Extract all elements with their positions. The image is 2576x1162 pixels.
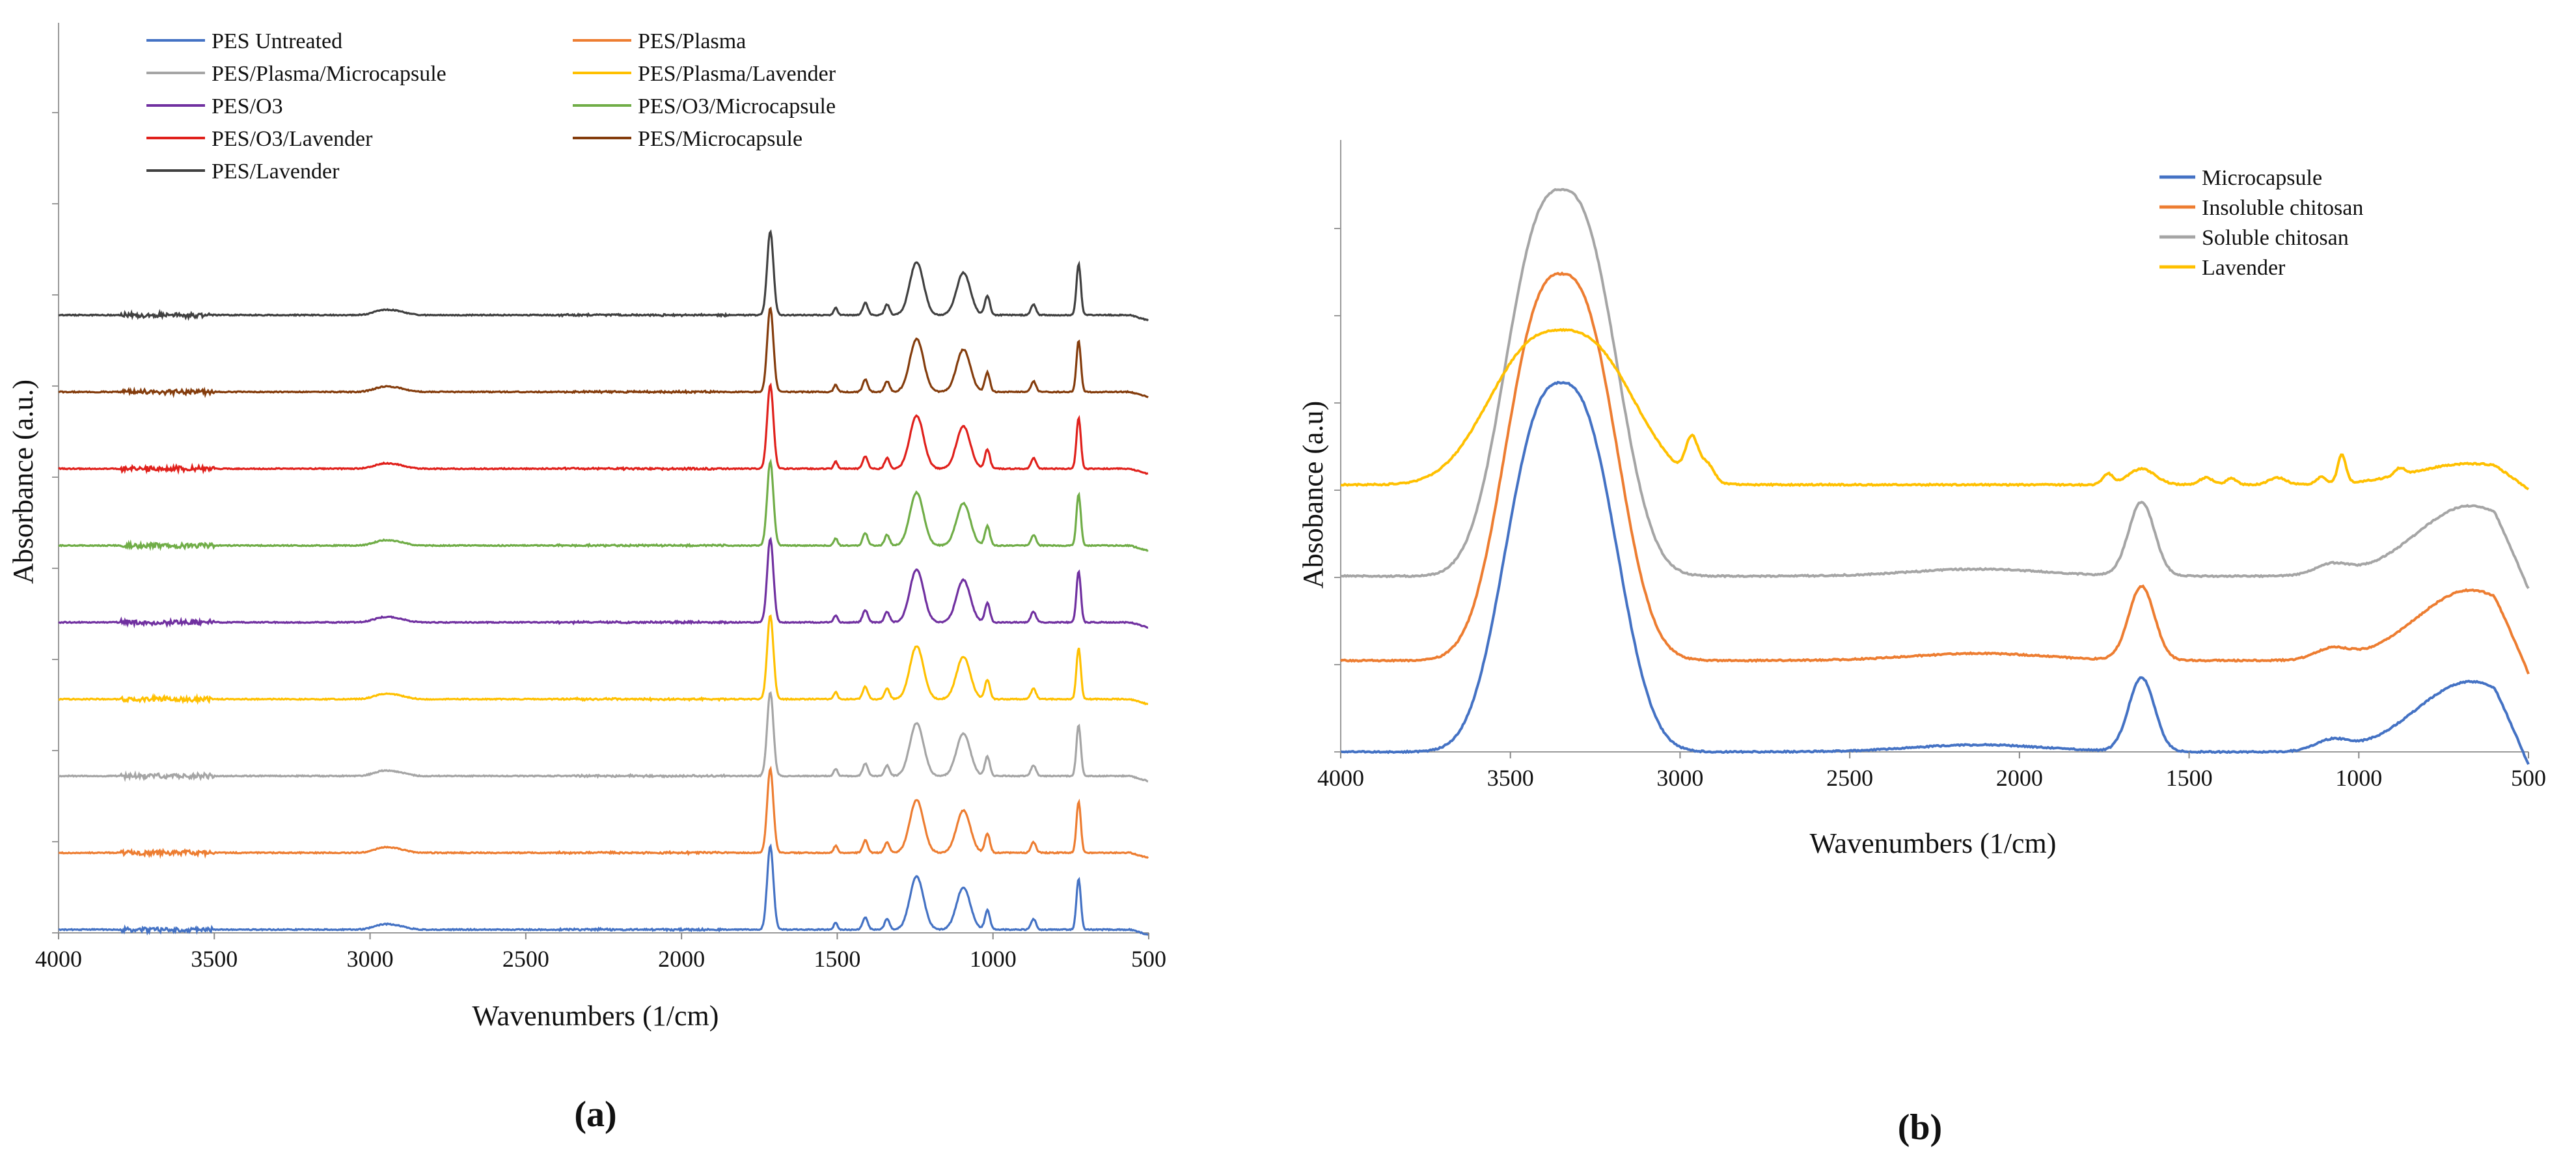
a-legend-label-4: PES/O3: [212, 94, 283, 118]
b-tick-label: 2500: [1826, 765, 1873, 791]
a-series-line-1: [58, 765, 1149, 859]
panel-a-series: [58, 229, 1149, 936]
b-legend-label-2: Soluble chitosan: [2202, 226, 2349, 250]
a-legend-label-1: PES/Plasma: [638, 29, 746, 53]
b-series-line-1: [1339, 271, 2530, 675]
b-tick-label: 2000: [1996, 765, 2043, 791]
panel-a-xlabel: Wavenumbers (1/cm): [473, 1000, 719, 1032]
panel-a-chart: 4000 3500 3000 2500 2000 1500 1000 500 PES Untr…: [7, 23, 1166, 1135]
panel-a-label: (a): [574, 1094, 616, 1135]
a-tick-label: 1500: [814, 946, 860, 972]
panel-b-ylabel: Absobance (a.u): [1297, 401, 1329, 588]
b-legend-label-0: Microcapsule: [2202, 166, 2322, 190]
a-series-line-5: [58, 458, 1149, 552]
panel-b-legend: Microcapsule Insoluble chitosan Soluble ch…: [2159, 166, 2363, 280]
a-tick-label: 4000: [35, 946, 82, 972]
a-tick-label: 2500: [502, 946, 549, 972]
a-legend-label-6: PES/O3/Lavender: [212, 127, 373, 151]
b-legend-label-3: Lavender: [2202, 256, 2286, 280]
panel-b-x-ticks: 4000 3500 3000 2500 2000 1500 1000 500: [1317, 752, 2546, 791]
a-tick-label: 3000: [347, 946, 394, 972]
panel-a-ylabel: Absorbance (a.u.): [7, 380, 39, 584]
panel-b-label: (b): [1898, 1107, 1942, 1148]
panel-a-legend: PES Untreated PES/Plasma PES/Plasma/Microc…: [146, 29, 836, 184]
b-series-line-0: [1340, 380, 2530, 765]
a-series-line-2: [58, 691, 1149, 782]
a-tick-label: 3500: [191, 946, 238, 972]
b-tick-label: 3500: [1487, 765, 1534, 791]
panel-b-axes: [1334, 140, 2528, 753]
a-tick-label: 1000: [970, 946, 1017, 972]
a-legend-label-2: PES/Plasma/Microcapsule: [212, 62, 446, 86]
b-tick-label: 500: [2511, 765, 2546, 791]
a-legend-label-8: PES/Lavender: [212, 159, 340, 184]
b-tick-label: 1000: [2335, 765, 2382, 791]
b-legend-label-1: Insoluble chitosan: [2202, 196, 2363, 220]
a-series-line-0: [58, 843, 1149, 936]
a-series-line-4: [58, 536, 1149, 629]
a-series-line-3: [58, 614, 1149, 706]
a-legend-label-5: PES/O3/Microcapsule: [638, 94, 836, 118]
b-series-line-2: [1340, 187, 2530, 589]
panel-a-axes: [52, 23, 1149, 934]
a-legend-label-3: PES/Plasma/Lavender: [638, 62, 836, 86]
b-tick-label: 4000: [1317, 765, 1364, 791]
b-tick-label: 3000: [1656, 765, 1703, 791]
b-series-line-3: [1340, 327, 2530, 491]
a-tick-label: 500: [1131, 946, 1166, 972]
panel-b-chart: 4000 3500 3000 2500 2000 1500 1000 500 Microcap…: [1297, 140, 2546, 1148]
panel-b-series: [1339, 187, 2530, 765]
a-series-line-8: [58, 229, 1149, 322]
a-series-line-6: [58, 382, 1149, 475]
a-tick-label: 2000: [658, 946, 705, 972]
a-series-line-7: [58, 306, 1149, 398]
panel-b-xlabel: Wavenumbers (1/cm): [1810, 827, 2057, 859]
panel-a-x-ticks: 4000 3500 3000 2500 2000 1500 1000 500: [35, 933, 1166, 972]
b-tick-label: 1500: [2166, 765, 2213, 791]
a-legend-label-0: PES Untreated: [212, 29, 342, 53]
a-legend-label-7: PES/Microcapsule: [638, 127, 802, 151]
